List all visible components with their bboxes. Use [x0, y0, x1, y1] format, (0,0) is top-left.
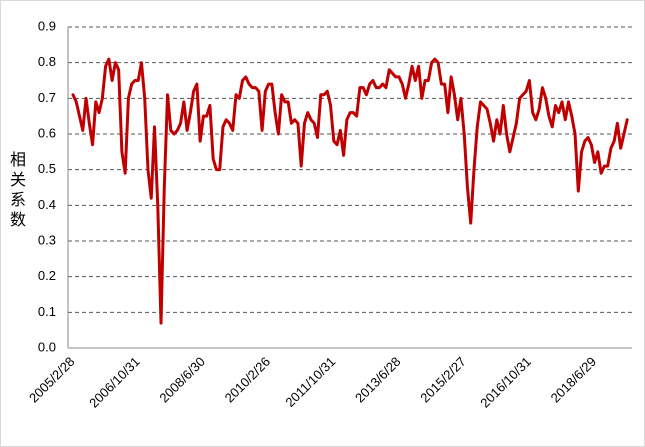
data-line — [71, 57, 629, 325]
y-tick-label: 0.3 — [38, 232, 56, 247]
y-tick-label: 0.1 — [38, 304, 56, 319]
y-tick-label: 0.0 — [38, 339, 56, 354]
y-tick-label: 0.7 — [38, 90, 56, 105]
y-tick-label: 0.5 — [38, 161, 56, 176]
y-tick-label: 0.6 — [38, 125, 56, 140]
y-axis-label: 相关系数 — [10, 150, 26, 229]
y-tick-label: 0.4 — [38, 197, 56, 212]
y-tick-label: 0.8 — [38, 54, 56, 69]
y-tick-label: 0.2 — [38, 268, 56, 283]
y-tick-label: 0.9 — [38, 18, 56, 33]
